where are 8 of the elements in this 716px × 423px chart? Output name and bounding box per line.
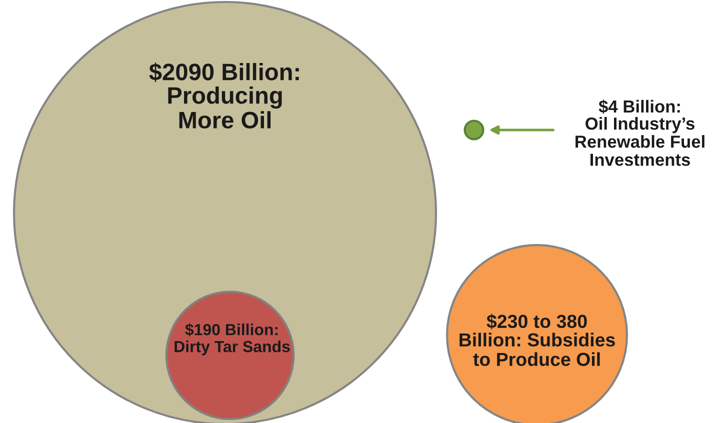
category-label: Oil Industry’s Renewable Fuel Investments — [576, 117, 704, 166]
data-label: $2090 Billion: — [149, 62, 299, 82]
category-label: Dirty Tar Sands — [174, 340, 290, 356]
category-label: Billion: Subsidies to Produce Oil — [460, 332, 615, 366]
data-label: $230 to 380 — [486, 314, 587, 330]
data-label: $190 Billion: — [185, 323, 278, 336]
category-label: Producing More Oil — [168, 86, 282, 129]
data-label: $4 Billion: — [598, 100, 680, 114]
